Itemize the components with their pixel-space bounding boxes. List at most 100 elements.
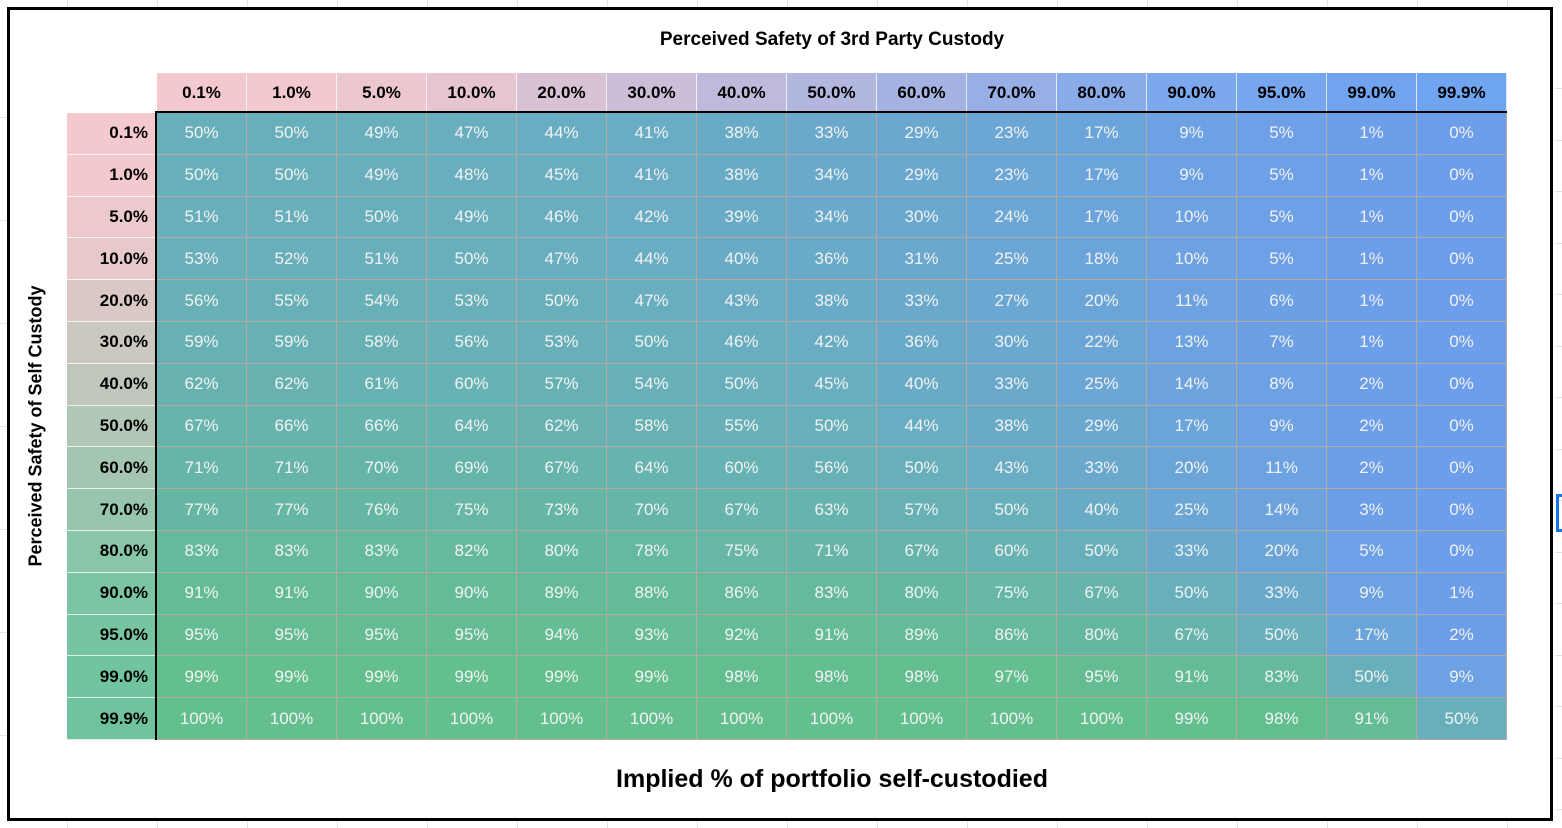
- heatmap-cell[interactable]: 93%: [607, 614, 697, 657]
- heatmap-cell[interactable]: 34%: [787, 196, 877, 239]
- heatmap-cell[interactable]: 1%: [1417, 572, 1507, 615]
- heatmap-cell[interactable]: 98%: [1237, 698, 1327, 740]
- heatmap-cell[interactable]: 42%: [607, 196, 697, 239]
- heatmap-cell[interactable]: 27%: [967, 280, 1057, 322]
- heatmap-cell[interactable]: 29%: [877, 154, 967, 197]
- heatmap-cell[interactable]: 17%: [1057, 196, 1147, 239]
- col-header-cell[interactable]: 0.1%: [157, 73, 247, 113]
- heatmap-cell[interactable]: 91%: [247, 572, 337, 615]
- heatmap-cell[interactable]: 1%: [1327, 322, 1417, 364]
- heatmap-cell[interactable]: 42%: [787, 322, 877, 364]
- heatmap-cell[interactable]: 100%: [337, 698, 427, 740]
- col-header-cell[interactable]: 10.0%: [427, 73, 517, 113]
- heatmap-cell[interactable]: 14%: [1237, 489, 1327, 531]
- heatmap-cell[interactable]: 75%: [967, 572, 1057, 615]
- heatmap-cell[interactable]: 100%: [1057, 698, 1147, 740]
- heatmap-cell[interactable]: 23%: [967, 154, 1057, 197]
- row-header-cell[interactable]: 1.0%: [67, 154, 157, 197]
- row-header-cell[interactable]: 50.0%: [67, 405, 157, 448]
- heatmap-cell[interactable]: 50%: [337, 196, 427, 239]
- heatmap-cell[interactable]: 2%: [1327, 447, 1417, 490]
- row-header-cell[interactable]: 0.1%: [67, 113, 157, 155]
- col-header-cell[interactable]: 80.0%: [1057, 73, 1147, 113]
- heatmap-cell[interactable]: 50%: [1057, 531, 1147, 573]
- heatmap-cell[interactable]: 5%: [1237, 238, 1327, 281]
- heatmap-cell[interactable]: 46%: [697, 322, 787, 364]
- row-header-cell[interactable]: 90.0%: [67, 572, 157, 615]
- heatmap-cell[interactable]: 23%: [967, 113, 1057, 155]
- heatmap-cell[interactable]: 40%: [697, 238, 787, 281]
- heatmap-cell[interactable]: 9%: [1147, 113, 1237, 155]
- heatmap-cell[interactable]: 100%: [517, 698, 607, 740]
- heatmap-cell[interactable]: 58%: [337, 322, 427, 364]
- heatmap-cell[interactable]: 53%: [157, 238, 247, 281]
- heatmap-cell[interactable]: 49%: [427, 196, 517, 239]
- heatmap-cell[interactable]: 56%: [787, 447, 877, 490]
- heatmap-cell[interactable]: 71%: [247, 447, 337, 490]
- heatmap-cell[interactable]: 95%: [157, 614, 247, 657]
- row-header-cell[interactable]: 99.9%: [67, 698, 157, 740]
- heatmap-cell[interactable]: 18%: [1057, 238, 1147, 281]
- heatmap-cell[interactable]: 39%: [697, 196, 787, 239]
- col-header-cell[interactable]: 90.0%: [1147, 73, 1237, 113]
- heatmap-cell[interactable]: 53%: [517, 322, 607, 364]
- heatmap-cell[interactable]: 0%: [1417, 531, 1507, 573]
- heatmap-cell[interactable]: 100%: [247, 698, 337, 740]
- heatmap-cell[interactable]: 71%: [157, 447, 247, 490]
- col-header-cell[interactable]: 5.0%: [337, 73, 427, 113]
- heatmap-cell[interactable]: 0%: [1417, 489, 1507, 531]
- heatmap-cell[interactable]: 25%: [1147, 489, 1237, 531]
- heatmap-cell[interactable]: 73%: [517, 489, 607, 531]
- heatmap-cell[interactable]: 83%: [247, 531, 337, 573]
- heatmap-cell[interactable]: 41%: [607, 113, 697, 155]
- heatmap-cell[interactable]: 83%: [1237, 656, 1327, 699]
- heatmap-cell[interactable]: 36%: [787, 238, 877, 281]
- heatmap-cell[interactable]: 91%: [1327, 698, 1417, 740]
- heatmap-cell[interactable]: 99%: [427, 656, 517, 699]
- heatmap-cell[interactable]: 64%: [427, 405, 517, 448]
- heatmap-cell[interactable]: 0%: [1417, 280, 1507, 322]
- heatmap-cell[interactable]: 70%: [607, 489, 697, 531]
- heatmap-cell[interactable]: 50%: [697, 363, 787, 406]
- heatmap-cell[interactable]: 60%: [697, 447, 787, 490]
- heatmap-cell[interactable]: 76%: [337, 489, 427, 531]
- heatmap-cell[interactable]: 80%: [517, 531, 607, 573]
- heatmap-cell[interactable]: 50%: [787, 405, 877, 448]
- heatmap-cell[interactable]: 0%: [1417, 154, 1507, 197]
- heatmap-cell[interactable]: 20%: [1237, 531, 1327, 573]
- heatmap-cell[interactable]: 57%: [877, 489, 967, 531]
- col-header-cell[interactable]: 50.0%: [787, 73, 877, 113]
- heatmap-cell[interactable]: 38%: [697, 154, 787, 197]
- heatmap-cell[interactable]: 59%: [157, 322, 247, 364]
- heatmap-cell[interactable]: 50%: [1327, 656, 1417, 699]
- heatmap-cell[interactable]: 67%: [1057, 572, 1147, 615]
- heatmap-cell[interactable]: 2%: [1417, 614, 1507, 657]
- heatmap-cell[interactable]: 50%: [1237, 614, 1327, 657]
- heatmap-cell[interactable]: 11%: [1237, 447, 1327, 490]
- heatmap-cell[interactable]: 51%: [247, 196, 337, 239]
- heatmap-cell[interactable]: 88%: [607, 572, 697, 615]
- heatmap-cell[interactable]: 90%: [337, 572, 427, 615]
- heatmap-cell[interactable]: 22%: [1057, 322, 1147, 364]
- heatmap-cell[interactable]: 2%: [1327, 405, 1417, 448]
- heatmap-cell[interactable]: 0%: [1417, 113, 1507, 155]
- heatmap-cell[interactable]: 50%: [157, 113, 247, 155]
- heatmap-cell[interactable]: 10%: [1147, 196, 1237, 239]
- row-header-cell[interactable]: 70.0%: [67, 489, 157, 531]
- heatmap-cell[interactable]: 77%: [247, 489, 337, 531]
- row-header-cell[interactable]: 30.0%: [67, 322, 157, 364]
- selected-cell-outline[interactable]: [1556, 494, 1562, 532]
- heatmap-cell[interactable]: 46%: [517, 196, 607, 239]
- col-header-cell[interactable]: 1.0%: [247, 73, 337, 113]
- heatmap-cell[interactable]: 99%: [157, 656, 247, 699]
- heatmap-cell[interactable]: 1%: [1327, 154, 1417, 197]
- heatmap-cell[interactable]: 7%: [1237, 322, 1327, 364]
- heatmap-cell[interactable]: 9%: [1147, 154, 1237, 197]
- heatmap-cell[interactable]: 9%: [1327, 572, 1417, 615]
- heatmap-cell[interactable]: 83%: [157, 531, 247, 573]
- heatmap-cell[interactable]: 29%: [1057, 405, 1147, 448]
- heatmap-cell[interactable]: 44%: [517, 113, 607, 155]
- heatmap-cell[interactable]: 50%: [247, 154, 337, 197]
- row-header-cell[interactable]: 20.0%: [67, 280, 157, 322]
- heatmap-cell[interactable]: 33%: [967, 363, 1057, 406]
